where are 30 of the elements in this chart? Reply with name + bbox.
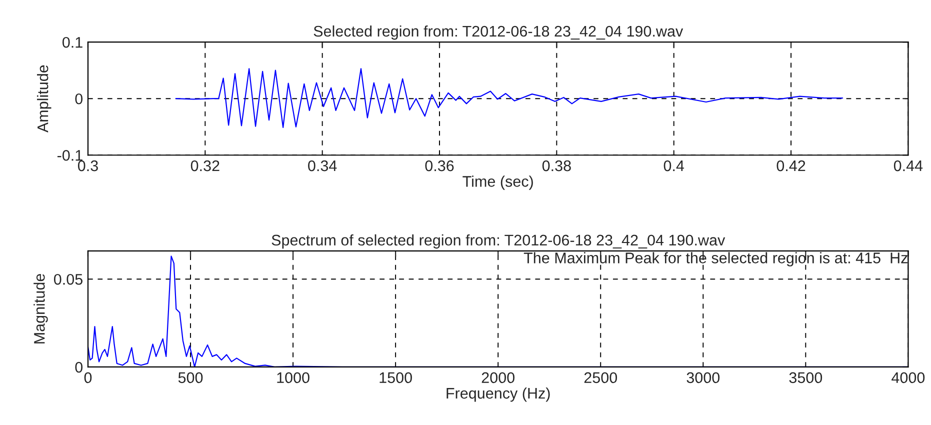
x-tick-label: 2500	[584, 372, 618, 384]
chart-title: Selected region from: T2012-06-18 23_42_04 190.wav	[314, 25, 684, 40]
y-tick-label: 0	[75, 362, 83, 373]
y-tick-label: 0.05	[54, 274, 82, 285]
x-tick-label: 0	[84, 372, 92, 384]
x-tick-label: 0.34	[308, 160, 337, 172]
x-tick-label: 2000	[482, 372, 514, 384]
y-tick-label: -0.1	[57, 150, 82, 161]
x-tick-label: 0.38	[542, 160, 571, 172]
x-tick-label: 3500	[789, 372, 822, 384]
x-tick-label: 0.4	[664, 160, 684, 172]
x-tick-label: 1500	[380, 372, 412, 384]
x-tick-label: 0.36	[425, 160, 454, 172]
chart-title: Spectrum of selected region from: T2012-06-18 23_42_04 190.wav	[272, 234, 726, 249]
x-tick-label: 3000	[686, 372, 720, 384]
x-tick-label: 1000	[277, 372, 310, 384]
x-axis-title: Time (sec)	[462, 176, 533, 190]
y-tick-label: 0	[75, 93, 83, 104]
y-axis-title: Amplitude	[37, 65, 52, 133]
line-series	[175, 68, 844, 128]
annotation: The Maximum Peak for the selected region is at: 415 Hz	[524, 252, 908, 266]
x-tick-label: 4000	[892, 372, 925, 384]
x-tick-label: 0.3	[78, 160, 98, 172]
x-tick-label: 0.42	[776, 160, 806, 172]
x-tick-label: 0.32	[190, 160, 220, 172]
y-tick-label: 0.1	[62, 36, 82, 48]
x-axis-title: Frequency (Hz)	[446, 387, 550, 402]
x-tick-label: 0.44	[894, 160, 923, 172]
x-tick-label: 500	[178, 372, 203, 384]
y-axis-title: Magnitude	[34, 274, 48, 344]
